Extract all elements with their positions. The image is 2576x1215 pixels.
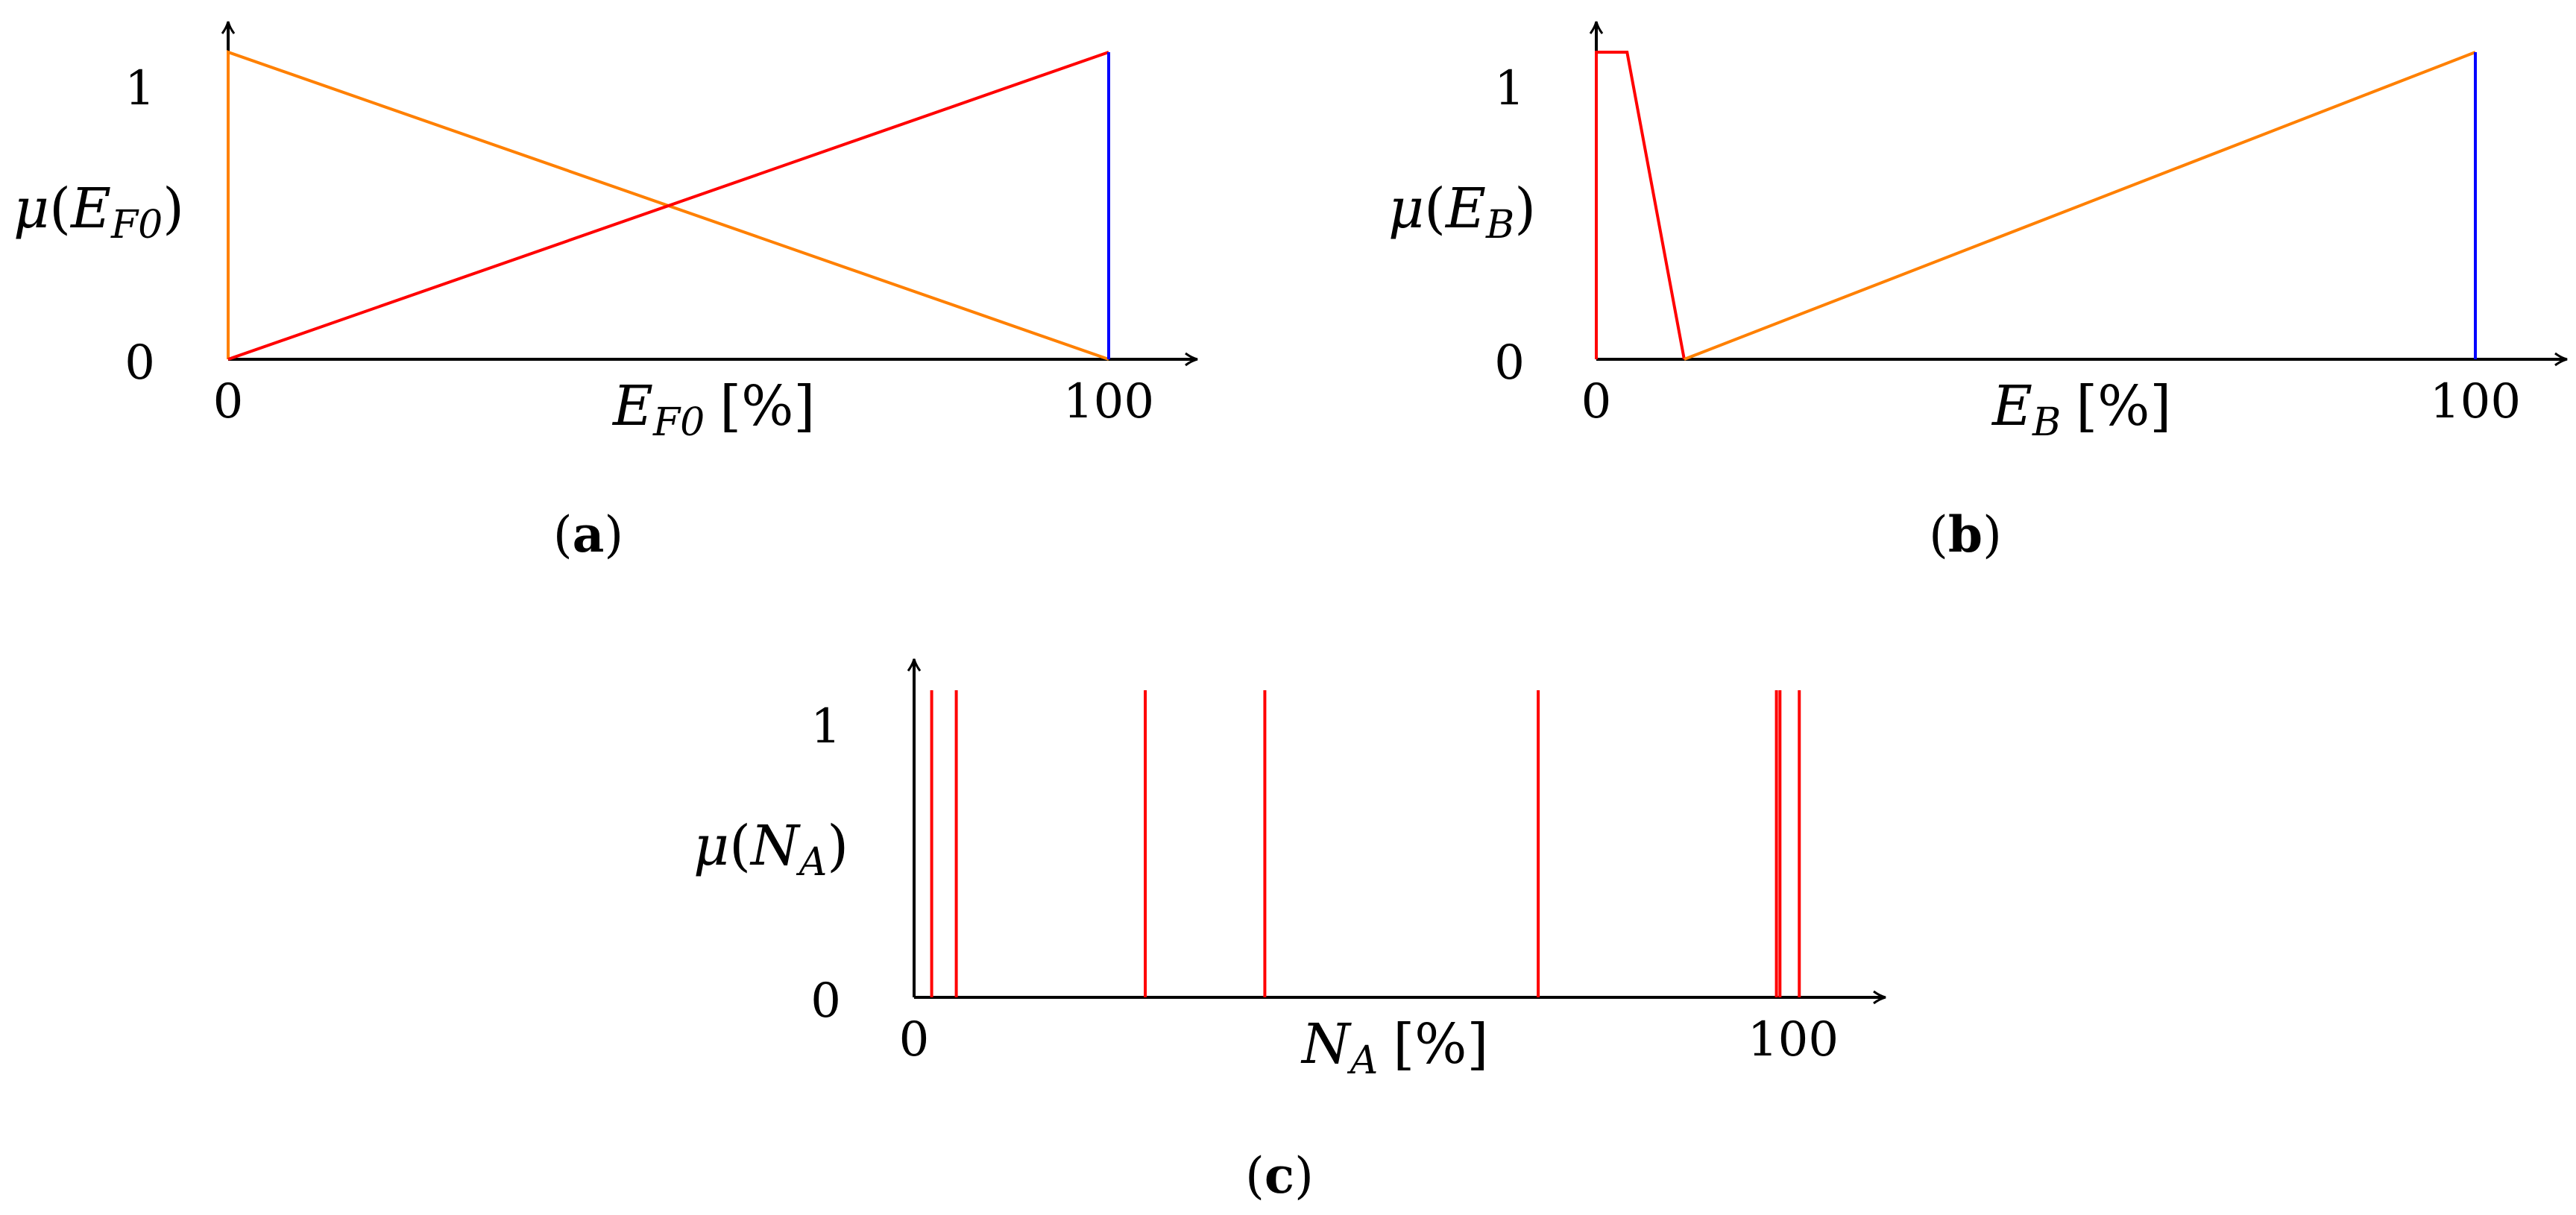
panel-c-x-tick-0: 0 [899, 1012, 930, 1067]
panel-c-y-label-var: N [749, 814, 801, 878]
panel-a-y-label-var: E [69, 177, 111, 241]
panel-b-y-tick-0: 0 [1494, 335, 1525, 391]
panel-c-y-tick-1: 1 [810, 699, 841, 754]
panel-b-series-red-line [1595, 51, 1686, 360]
panel-c-caption-letter: c [1265, 1146, 1294, 1205]
panel-a-series-orange-line [227, 50, 1109, 361]
panel-b: 1 0 0 100 μ(EB) EB [%] (b) [1388, 21, 2568, 564]
panel-c-x-label-sub: A [1347, 1038, 1379, 1083]
panel-a-y-label-fn: μ [13, 177, 49, 241]
panel-a-x-label-var: E [611, 374, 653, 438]
panel-c-x-label-unit: [%] [1393, 1012, 1488, 1076]
panel-b-caption: (b) [1929, 505, 2002, 564]
panel-b-x-label-sub: B [2032, 400, 2061, 445]
panel-a-y-tick-0: 0 [125, 335, 155, 391]
panel-b-y-tick-1: 1 [1494, 61, 1525, 116]
panel-b-y-label-close: ) [1514, 177, 1536, 241]
panel-b-series [1595, 51, 2477, 361]
panel-a-y-tick-1: 1 [125, 61, 155, 116]
panel-a-caption: (a) [553, 505, 623, 564]
panel-c-y-label-close: ) [827, 814, 848, 878]
panel-a-x-tick-100: 100 [1063, 374, 1154, 429]
panel-c-series [930, 690, 1801, 997]
panel-c-y-label-fn: μ [693, 814, 729, 878]
panel-a-x-label: EF0 [%] [611, 374, 815, 445]
panel-c-y-label: μ(NA) [693, 814, 848, 885]
panel-b-y-label-open: ( [1424, 177, 1446, 241]
panel-a-y-label-open: ( [49, 177, 71, 241]
panel-c: 1 0 0 100 μ(NA) NA [%] (c) [693, 658, 1886, 1205]
panel-b-series-orange-line [1684, 51, 2476, 361]
panel-c-x-label: NA [%] [1300, 1012, 1488, 1083]
panel-b-y-label-var: E [1444, 177, 1486, 241]
panel-b-x-label-var: E [1991, 374, 2032, 438]
panel-b-y-label-sub: B [1485, 203, 1514, 247]
panel-a-x-tick-0: 0 [213, 374, 244, 429]
panel-a-y-label-sub: F0 [110, 203, 163, 247]
panel-b-y-label-fn: μ [1388, 177, 1424, 241]
panel-a-series [227, 50, 1110, 361]
panel-a-x-label-unit: [%] [719, 374, 815, 438]
panel-a-caption-letter: a [573, 505, 605, 564]
panel-b-x-label: EB [%] [1991, 374, 2171, 445]
panel-c-y-label-open: ( [729, 814, 751, 878]
panel-b-caption-letter: b [1948, 505, 1983, 564]
panel-b-y-label: μ(EB) [1388, 177, 1536, 247]
panel-a-x-label-sub: F0 [652, 400, 705, 445]
panel-c-x-label-var: N [1300, 1012, 1352, 1076]
panel-b-x-label-unit: [%] [2076, 374, 2171, 438]
panel-a-y-label-close: ) [163, 177, 184, 241]
panel-b-x-tick-0: 0 [1581, 374, 1612, 429]
panel-a-y-label: μ(EF0) [13, 177, 184, 247]
panel-c-caption: (c) [1245, 1146, 1314, 1205]
panel-a: 1 0 0 100 μ(EF0) EF0 [%] (a) [13, 21, 1198, 564]
panel-c-x-tick-100: 100 [1748, 1012, 1839, 1067]
panel-c-y-tick-0: 0 [810, 973, 841, 1029]
panel-a-series-red-line [227, 51, 1109, 361]
panel-c-y-label-sub: A [796, 840, 828, 885]
panel-b-x-tick-100: 100 [2430, 374, 2521, 429]
